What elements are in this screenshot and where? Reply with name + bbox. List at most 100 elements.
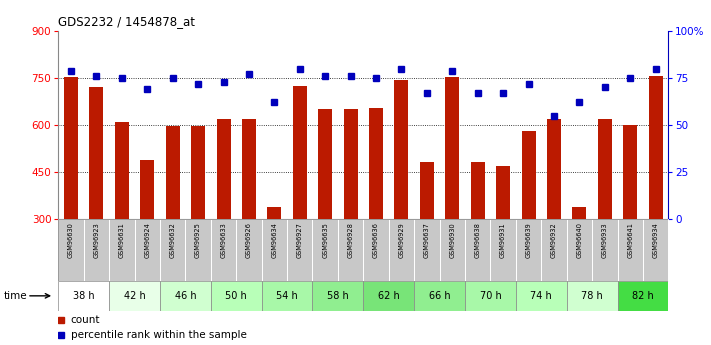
Bar	[109, 219, 134, 281]
Bar	[312, 219, 338, 281]
Bar	[515, 281, 567, 310]
Bar	[267, 207, 282, 219]
Bar	[242, 119, 256, 219]
Bar	[287, 219, 312, 281]
Bar	[217, 119, 230, 219]
Bar	[439, 219, 465, 281]
Bar	[541, 219, 567, 281]
Bar	[312, 281, 363, 310]
Bar	[58, 281, 109, 310]
Text: GSM96634: GSM96634	[272, 222, 277, 258]
Text: GSM96641: GSM96641	[627, 222, 634, 258]
Bar	[395, 80, 408, 219]
Text: GSM96931: GSM96931	[500, 222, 506, 258]
Bar	[293, 86, 306, 219]
Text: 58 h: 58 h	[327, 291, 349, 301]
Text: count: count	[71, 315, 100, 325]
Text: 74 h: 74 h	[530, 291, 552, 301]
Bar	[617, 281, 668, 310]
Bar	[160, 281, 210, 310]
Text: GSM96633: GSM96633	[220, 222, 227, 258]
Bar	[262, 219, 287, 281]
Bar	[617, 219, 643, 281]
Bar	[465, 281, 515, 310]
Bar	[58, 219, 84, 281]
Bar	[592, 219, 617, 281]
Bar	[160, 219, 186, 281]
Bar	[338, 219, 363, 281]
Bar	[236, 219, 262, 281]
Bar	[491, 219, 515, 281]
Text: 70 h: 70 h	[479, 291, 501, 301]
Bar	[624, 125, 637, 219]
Bar	[445, 77, 459, 219]
Text: GSM96924: GSM96924	[144, 222, 150, 258]
Text: GSM96636: GSM96636	[373, 222, 379, 258]
Bar	[420, 162, 434, 219]
Text: 42 h: 42 h	[124, 291, 146, 301]
Bar	[109, 281, 160, 310]
Text: GSM96923: GSM96923	[93, 222, 100, 258]
Bar	[567, 281, 617, 310]
Bar	[166, 126, 180, 219]
Bar	[343, 109, 358, 219]
Text: GSM96632: GSM96632	[170, 222, 176, 258]
Text: GSM96933: GSM96933	[602, 222, 608, 258]
Bar	[414, 219, 439, 281]
Text: 82 h: 82 h	[632, 291, 654, 301]
Text: GDS2232 / 1454878_at: GDS2232 / 1454878_at	[58, 16, 196, 29]
Bar	[210, 281, 262, 310]
Text: GSM96930: GSM96930	[449, 222, 455, 258]
Bar	[84, 219, 109, 281]
Bar	[471, 162, 485, 219]
Bar	[191, 126, 205, 219]
Bar	[572, 207, 587, 219]
Text: 46 h: 46 h	[175, 291, 196, 301]
Text: 50 h: 50 h	[225, 291, 247, 301]
Bar	[496, 166, 510, 219]
Text: 66 h: 66 h	[429, 291, 450, 301]
Text: GSM96934: GSM96934	[653, 222, 658, 258]
Text: GSM96631: GSM96631	[119, 222, 125, 258]
Text: GSM96630: GSM96630	[68, 222, 74, 258]
Bar	[186, 219, 210, 281]
Bar	[319, 109, 332, 219]
Bar	[515, 219, 541, 281]
Bar	[522, 131, 535, 219]
Text: GSM96640: GSM96640	[577, 222, 582, 258]
Text: GSM96638: GSM96638	[475, 222, 481, 258]
Bar	[389, 219, 414, 281]
Text: 78 h: 78 h	[581, 291, 603, 301]
Bar	[64, 77, 78, 219]
Bar	[210, 219, 236, 281]
Text: GSM96925: GSM96925	[195, 222, 201, 258]
Bar	[547, 119, 561, 219]
Bar	[414, 281, 465, 310]
Text: GSM96926: GSM96926	[246, 222, 252, 258]
Bar	[598, 119, 611, 219]
Bar	[115, 122, 129, 219]
Bar	[363, 219, 389, 281]
Bar	[648, 77, 663, 219]
Bar	[369, 108, 383, 219]
Text: GSM96932: GSM96932	[551, 222, 557, 258]
Text: GSM96929: GSM96929	[398, 222, 405, 258]
Text: GSM96927: GSM96927	[296, 222, 303, 258]
Bar	[567, 219, 592, 281]
Bar	[363, 281, 414, 310]
Bar	[90, 88, 103, 219]
Text: 54 h: 54 h	[276, 291, 298, 301]
Bar	[465, 219, 491, 281]
Bar	[134, 219, 160, 281]
Bar	[643, 219, 668, 281]
Text: GSM96928: GSM96928	[348, 222, 353, 258]
Text: GSM96637: GSM96637	[424, 222, 430, 258]
Bar	[140, 159, 154, 219]
Text: 38 h: 38 h	[73, 291, 95, 301]
Bar	[262, 281, 312, 310]
Text: 62 h: 62 h	[378, 291, 400, 301]
Text: GSM96639: GSM96639	[525, 222, 532, 258]
Text: percentile rank within the sample: percentile rank within the sample	[71, 330, 247, 339]
Text: GSM96635: GSM96635	[322, 222, 328, 258]
Text: time: time	[4, 291, 27, 301]
